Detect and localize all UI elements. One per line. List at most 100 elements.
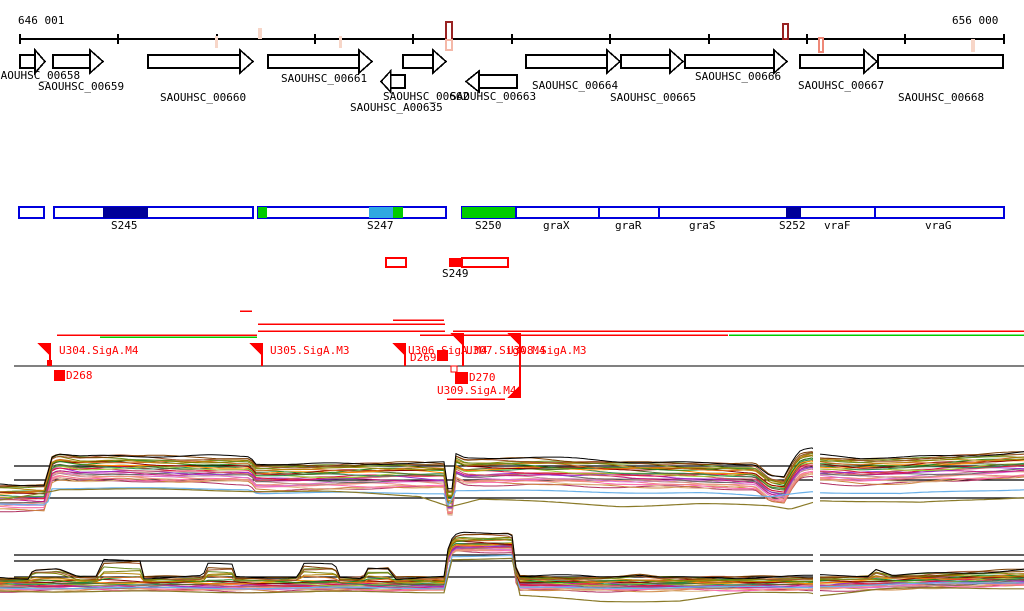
gene-arrow-SAOUHSC_00663[interactable] (464, 69, 518, 94)
segment-label: graX (543, 219, 570, 232)
segment-label: S250 (475, 219, 502, 232)
expression-trace (0, 447, 1024, 490)
gene-arrow-SAOUHSC_00667[interactable] (799, 48, 879, 75)
gene-label: SAOUHSC_00658 (0, 69, 80, 82)
expression-trace (0, 451, 1024, 493)
gene-label: SAOUHSC_00667 (798, 79, 884, 92)
coverage-lines-track (57, 310, 1024, 338)
marker-D268[interactable] (54, 370, 65, 381)
expression-trace (0, 457, 1024, 498)
expression-trace (0, 471, 1024, 513)
expression-trace (0, 540, 1024, 585)
predicted-segment-box[interactable] (385, 257, 407, 268)
marker-label: D270 (469, 371, 496, 384)
gene-arrow-SAOUHSC_A00635[interactable] (379, 68, 406, 95)
gene-arrow-SAOUHSC_00664[interactable] (525, 48, 622, 75)
expression-trace (0, 473, 1024, 515)
gene-label: SAOUHSC_A00635 (350, 101, 443, 114)
expression-trace (0, 462, 1024, 504)
expression-trace (0, 452, 1024, 494)
tss-flag-U305.SigA.M3[interactable] (249, 343, 263, 366)
gene-arrow-SAOUHSC_00668[interactable] (877, 54, 1004, 69)
segment-label: vraF (824, 219, 851, 232)
segment-box[interactable] (18, 206, 45, 219)
expression-trace (0, 464, 1024, 508)
tss-flag-U306.SigA.M4[interactable] (392, 343, 406, 366)
profile-plot-1 (0, 447, 1024, 516)
tss-flag-label: U305.SigA.M3 (270, 344, 349, 357)
ruler-variant-marker[interactable] (445, 39, 453, 51)
ruler-variant-marker[interactable] (215, 36, 218, 48)
gene-label: SAOUHSC_00662 (383, 90, 469, 103)
expression-trace (0, 468, 1024, 509)
gene-arrow-SAOUHSC_00666[interactable] (684, 48, 789, 75)
segment-label: graS (689, 219, 716, 232)
ruler-variant-marker[interactable] (339, 36, 342, 48)
ruler-variant-marker[interactable] (818, 37, 824, 53)
trace-bundle (0, 531, 1024, 603)
expression-trace-outlier (0, 487, 1024, 508)
ruler-variant-marker[interactable] (971, 39, 975, 52)
tss-flag-U308.SigA.M3[interactable] (507, 333, 521, 366)
predicted-segment-box[interactable] (449, 258, 462, 267)
ruler-variant-marker[interactable] (258, 28, 262, 39)
segment-label: graR (615, 219, 642, 232)
ruler-variant-marker[interactable] (782, 23, 789, 40)
marker-label: D268 (66, 369, 93, 382)
tss-flag-U307.SigA.M4[interactable] (450, 333, 464, 366)
expression-profile-plots (0, 447, 1024, 603)
tss-flag-track: U304.SigA.M4U305.SigA.M3U306.SigA.M4U307… (14, 333, 1024, 400)
coordinate-ruler: 646 001 656 000 (18, 14, 1005, 53)
gene-label: SAOUHSC_00663 (450, 90, 536, 103)
gene-label: SAOUHSC_00666 (695, 70, 781, 83)
segment-label: S252 (779, 219, 806, 232)
segment-box[interactable] (257, 206, 447, 219)
marker-label: D269 (410, 351, 437, 364)
expression-trace (0, 466, 1024, 509)
gene-label: SAOUHSC_00659 (38, 80, 124, 93)
tss-flag-U309.SigA.M4[interactable] (447, 366, 521, 400)
gene-label: SAOUHSC_00661 (281, 72, 367, 85)
segment-label: S249 (442, 267, 469, 280)
marker-D269[interactable] (437, 350, 448, 361)
gene-arrow-SAOUHSC_00658[interactable] (19, 47, 47, 76)
segment-label: S245 (111, 219, 138, 232)
expression-trace (0, 451, 1024, 492)
segment-label: S247 (367, 219, 394, 232)
predicted-segment-box[interactable] (461, 257, 509, 268)
gene-label: SAOUHSC_00664 (532, 79, 618, 92)
gene-arrow-SAOUHSC_00659[interactable] (52, 48, 105, 75)
expression-trace (0, 471, 1024, 514)
tss-flag-U304.SigA.M4[interactable] (37, 343, 52, 366)
tss-flag-label: U308.SigA.M3 (507, 344, 586, 357)
gene-arrow-SAOUHSC_00662[interactable] (402, 48, 448, 75)
segment-box[interactable] (461, 206, 1005, 219)
expression-trace (0, 531, 1024, 580)
gene-arrow-SAOUHSC_00661[interactable] (267, 48, 374, 75)
trace-bundle (0, 447, 1024, 516)
expression-trace-outlier (0, 557, 1024, 603)
marker-D270[interactable] (450, 365, 468, 384)
gene-label: SAOUHSC_00660 (160, 91, 246, 104)
tss-flag-label: U307.SigA.M4 (466, 344, 546, 357)
tss-flag-label: U309.SigA.M4 (437, 384, 517, 397)
tss-flag-label: U304.SigA.M4 (59, 344, 139, 357)
profile-plot-2 (0, 531, 1024, 603)
s249-track: S249 (385, 257, 509, 280)
gene-label: SAOUHSC_00668 (898, 91, 984, 104)
segment-track: S245 S247 S250 graX graR graS S252 vraF vraG (18, 206, 1005, 232)
ruler-end-coordinate: 656 000 (952, 14, 998, 27)
expression-trace (0, 470, 1024, 513)
ruler-variant-marker[interactable] (445, 21, 453, 41)
gene-arrow-SAOUHSC_00665[interactable] (620, 48, 685, 75)
gene-arrow-SAOUHSC_00660[interactable] (147, 48, 255, 75)
expression-trace (0, 455, 1024, 497)
expression-trace-outlier (0, 554, 1024, 590)
gene-label: SAOUHSC_00665 (610, 91, 696, 104)
segment-label: vraG (925, 219, 952, 232)
segment-box[interactable] (53, 206, 254, 219)
expression-trace-outlier (0, 488, 1024, 510)
